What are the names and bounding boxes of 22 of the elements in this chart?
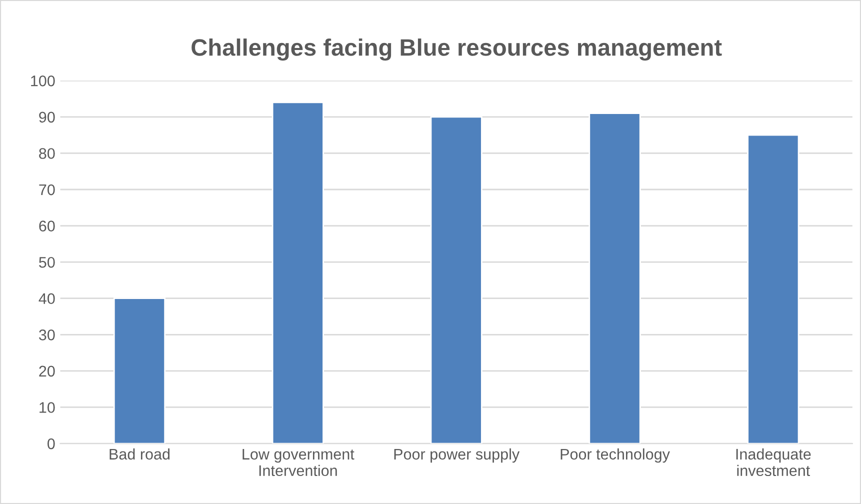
y-tick-label: 50 <box>39 256 55 268</box>
x-tick-label: Low government Intervention <box>242 448 354 476</box>
y-tick-label: 100 <box>31 76 55 86</box>
x-tick-label: Inadequate investment <box>736 448 811 476</box>
y-tick-label: 0 <box>48 438 55 450</box>
y-tick-label: 80 <box>39 148 55 159</box>
y-tick-label: 20 <box>39 366 55 377</box>
bar <box>113 298 166 444</box>
x-tick-label: Bad road <box>110 448 170 460</box>
y-tick-label: 90 <box>39 112 55 123</box>
y-tick-label: 60 <box>39 220 55 232</box>
y-tick-label: 70 <box>39 184 55 196</box>
y-tick-label: 10 <box>40 402 55 413</box>
y-tick-label: 40 <box>38 293 55 304</box>
chart-title: Challenges facing Blue resources management <box>192 38 722 61</box>
x-tick-label: Poor power supply <box>394 448 520 463</box>
y-tick-label: 30 <box>39 330 55 340</box>
bar <box>430 116 482 444</box>
bar <box>588 112 641 444</box>
x-tick-label: Poor technology <box>560 448 670 463</box>
bar <box>272 102 324 444</box>
bar <box>747 134 800 444</box>
